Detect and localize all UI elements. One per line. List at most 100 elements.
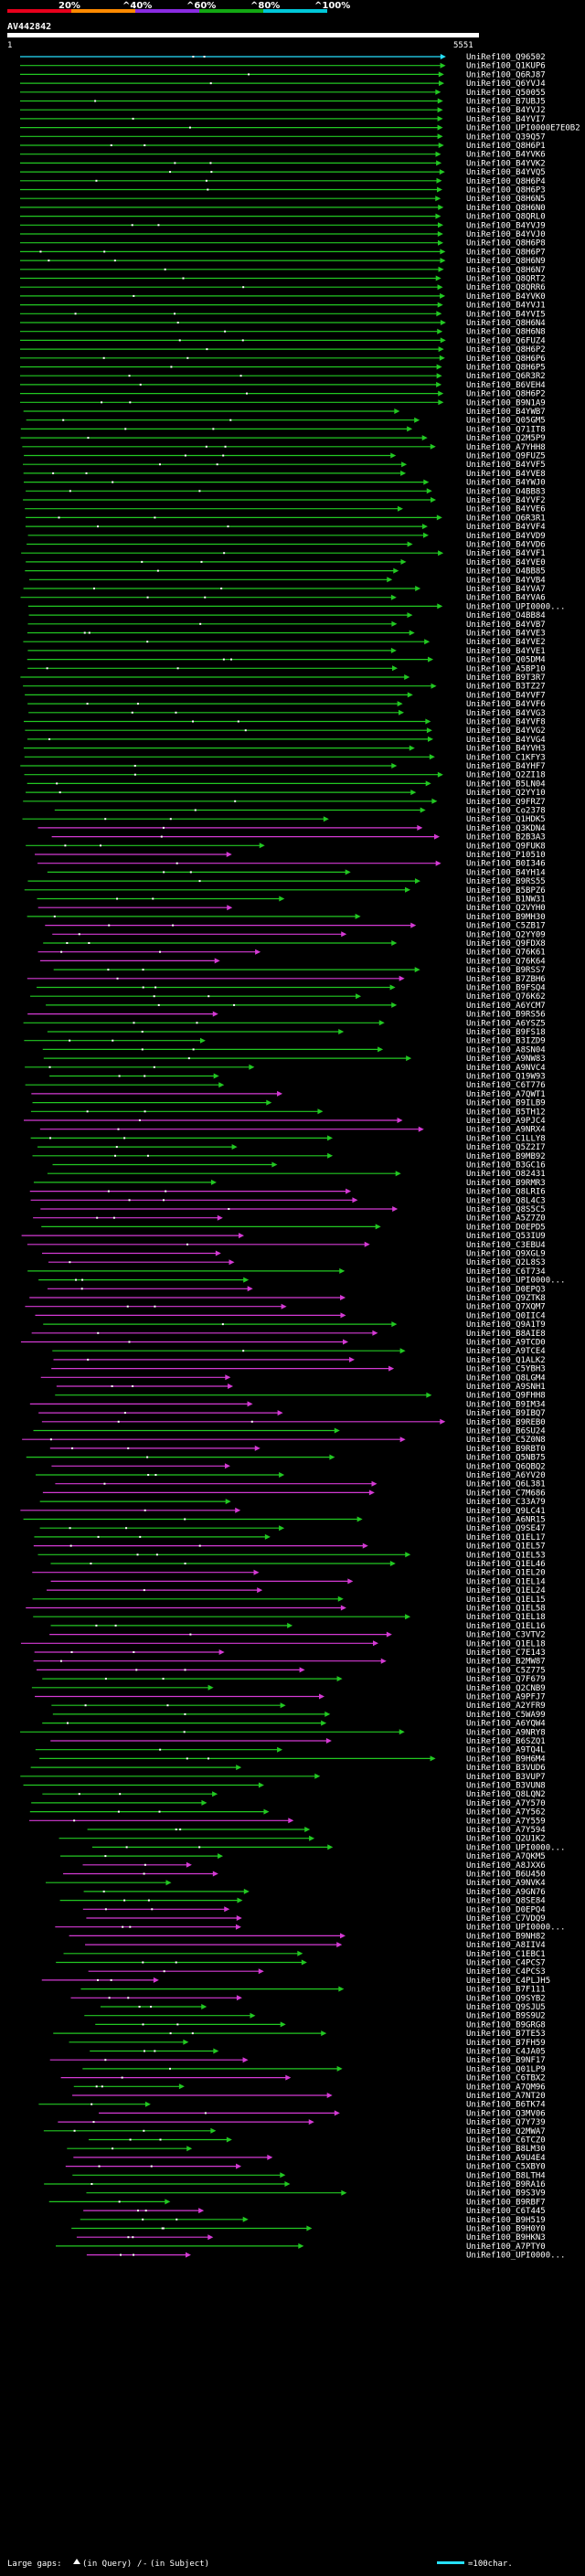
gap-marker [121, 2076, 123, 2079]
hit-arrow-icon [397, 701, 403, 707]
gap-marker [132, 1385, 134, 1387]
hit-arrow-icon [389, 984, 396, 991]
gap-marker [97, 1978, 100, 1981]
hit-arrow-icon [438, 239, 444, 246]
hit-label: UniRef100_B4YVK0 [466, 292, 546, 302]
gap-marker [212, 428, 215, 430]
gap-marker [69, 1261, 71, 1264]
hit-label: UniRef100_B8LM30 [466, 2145, 546, 2154]
hit-arrow-icon [371, 1480, 378, 1487]
hit-label: UniRef100_B3VUN8 [466, 1782, 546, 1791]
hit-label: UniRef100_A9NVC4 [466, 1064, 546, 1073]
hit-label: UniRef100_B4YVJ2 [466, 106, 546, 115]
hit-label: UniRef100_Q8H6N8 [466, 328, 546, 337]
hit-arrow-icon [247, 1401, 253, 1407]
scale-tick-label: ^80% [250, 1, 280, 11]
hit-label: UniRef100_UPI0000... [466, 1924, 565, 1933]
hit-label: UniRef100_B3VUP7 [466, 1773, 546, 1782]
gap-marker [128, 1341, 131, 1343]
gap-marker [233, 1003, 236, 1006]
hit-label: UniRef100_B4YVD6 [466, 541, 546, 550]
hit-arrow-icon [433, 833, 440, 840]
gap-marker [172, 924, 175, 927]
gap-marker [123, 1137, 126, 1140]
hit-arrow-icon [410, 790, 417, 796]
hit-label: UniRef100_D0EPD5 [466, 1223, 546, 1232]
hit-arrow-icon [420, 807, 426, 813]
hit-arrow-icon [356, 993, 362, 1000]
hit-label: UniRef100_Q1HDK5 [466, 815, 546, 824]
gap-marker [224, 330, 227, 333]
hit-label: UniRef100_Q8H6P5 [466, 364, 546, 373]
hit-arrow-icon [407, 612, 413, 619]
hit-arrow-icon [341, 2189, 347, 2196]
hit-arrow-icon [389, 1561, 396, 1566]
gap-marker [123, 1412, 126, 1415]
gap-marker [184, 1518, 186, 1521]
hit-label: UniRef100_Q8QRR6 [466, 283, 546, 292]
gap-marker [141, 560, 144, 563]
gap-marker [192, 56, 195, 58]
gap-marker [209, 82, 212, 85]
hit-label: UniRef100_Q6QBQ2 [466, 1462, 546, 1471]
hit-label: UniRef100_Q39Q57 [466, 133, 546, 142]
gap-marker [132, 117, 134, 120]
gap-marker [66, 1722, 69, 1724]
hit-arrow-icon [277, 1410, 283, 1416]
gap-marker [78, 1793, 80, 1796]
hit-label: UniRef100_B9S3V9 [466, 2189, 546, 2199]
hit-label: UniRef100_B8LTH4 [466, 2171, 546, 2180]
hit-arrow-icon [324, 1711, 331, 1717]
hit-label: UniRef100_B4YVH3 [466, 745, 546, 754]
gap-marker [162, 1678, 165, 1680]
hit-arrow-icon [337, 1595, 344, 1602]
hit-label: UniRef100_B4YVD9 [466, 532, 546, 541]
hit-label: UniRef100_Q1EL16 [466, 1622, 546, 1631]
hit-arrow-icon [336, 1942, 343, 1948]
hit-arrow-icon [280, 1702, 286, 1709]
hit-arrow-icon [390, 594, 397, 600]
gap-marker [46, 667, 48, 670]
gap-marker [166, 1704, 169, 1707]
hit-arrow-icon [438, 399, 444, 406]
gap-marker [159, 950, 162, 953]
gap-triangle-icon [73, 2559, 80, 2564]
hit-label: UniRef100_Q3MV06 [466, 2109, 546, 2118]
gap-marker [92, 588, 95, 589]
legend-large-gaps: Large gaps: [7, 2560, 62, 2569]
hit-arrow-icon [407, 426, 413, 432]
hit-label: UniRef100_B4YVB4 [466, 576, 546, 585]
legend: Large gaps: (in Query) / - (in Subject) … [7, 2559, 513, 2569]
gap-marker [135, 1669, 138, 1671]
gap-marker [228, 1208, 230, 1210]
gap-marker [154, 1305, 156, 1308]
hit-label: UniRef100_O82431 [466, 1170, 546, 1179]
gap-marker [184, 1712, 186, 1715]
hit-label: UniRef100_B7TE53 [466, 2030, 546, 2039]
gap-marker [139, 1535, 142, 1538]
gap-marker [176, 2218, 178, 2221]
hit-label: UniRef100_Q1EL20 [466, 1569, 546, 1578]
hit-arrow-icon [301, 1959, 307, 1966]
scale-tick-label: 20% [58, 1, 80, 11]
scale-segment [199, 9, 263, 13]
gap-marker [73, 2129, 76, 2132]
hit-label: UniRef100_Q9FUZ5 [466, 452, 546, 461]
hit-arrow-icon [218, 1853, 224, 1860]
gap-marker [96, 1216, 99, 1219]
hit-label: UniRef100_Q1EL53 [466, 1551, 546, 1560]
gap-marker [200, 560, 203, 563]
hit-arrow-icon [207, 1684, 214, 1691]
gap-marker [194, 809, 197, 811]
hit-label: UniRef100_A9SNH1 [466, 1383, 546, 1392]
hit-arrow-icon [436, 177, 442, 184]
gap-marker [144, 1509, 146, 1511]
gap-marker [133, 1651, 135, 1653]
hit-arrow-icon [378, 1020, 385, 1026]
gap-marker [73, 1819, 76, 1822]
hit-label: UniRef100_C3VTV2 [466, 1631, 546, 1640]
hit-arrow-icon [421, 435, 428, 441]
hit-arrow-icon [436, 311, 442, 317]
hit-label: UniRef100_Q8H6P3 [466, 186, 546, 196]
hit-label: UniRef100_C7VDQ9 [466, 1914, 546, 1924]
